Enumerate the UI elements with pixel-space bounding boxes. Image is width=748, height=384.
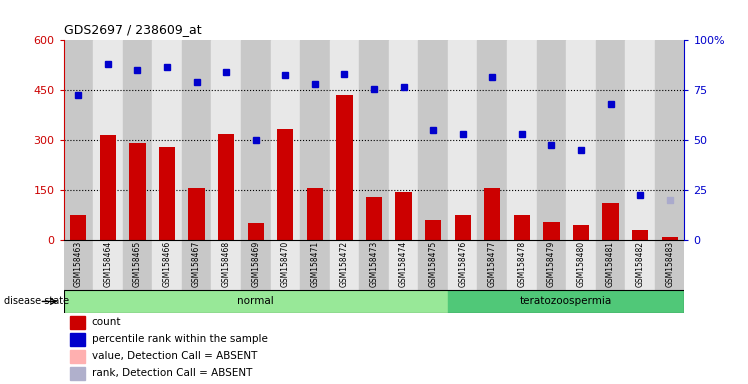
Bar [566,240,595,290]
Bar [64,290,448,313]
Text: normal: normal [237,296,274,306]
Bar [448,240,477,290]
Bar [123,40,153,240]
Bar [507,240,536,290]
Bar [514,215,530,240]
Bar [448,290,684,313]
Bar [159,147,175,240]
Bar [300,240,330,290]
Bar [70,367,85,380]
Bar [425,220,441,240]
Bar [300,40,330,240]
Bar [359,40,389,240]
Bar [595,40,625,240]
Bar [654,40,684,240]
Bar [123,240,153,290]
Bar [536,40,566,240]
Bar [595,240,625,290]
Text: GSM158475: GSM158475 [429,241,438,287]
Bar [625,40,654,240]
Bar [543,222,560,240]
Bar [366,197,382,240]
Bar [70,316,85,329]
Text: GSM158467: GSM158467 [192,241,201,287]
Text: GSM158479: GSM158479 [547,241,556,287]
Bar [188,189,205,240]
Bar [64,40,94,240]
Bar [389,40,418,240]
Bar [153,240,182,290]
Text: GSM158468: GSM158468 [221,241,230,287]
Text: GSM158464: GSM158464 [103,241,112,287]
Bar [418,40,448,240]
Bar [448,40,477,240]
Bar [477,240,507,290]
Text: GSM158465: GSM158465 [133,241,142,287]
Text: GSM158474: GSM158474 [399,241,408,287]
Bar [484,189,500,240]
Bar [307,189,323,240]
Bar [507,40,536,240]
Bar [70,333,85,346]
Bar [455,215,470,240]
Text: GSM158481: GSM158481 [606,241,615,287]
Bar [654,240,684,290]
Bar [212,40,241,240]
Bar [359,240,389,290]
Text: GSM158477: GSM158477 [488,241,497,287]
Text: GSM158478: GSM158478 [518,241,527,287]
Text: GSM158483: GSM158483 [665,241,674,287]
Bar [99,135,116,240]
Text: disease state: disease state [4,296,69,306]
Text: GSM158482: GSM158482 [636,241,645,287]
Bar [566,40,595,240]
Text: GSM158473: GSM158473 [370,241,378,287]
Bar [70,350,85,362]
Text: teratozoospermia: teratozoospermia [520,296,613,306]
Bar [477,40,507,240]
Bar [94,40,123,240]
Bar [212,240,241,290]
Text: GSM158469: GSM158469 [251,241,260,287]
Text: GSM158470: GSM158470 [280,241,289,287]
Text: GDS2697 / 238609_at: GDS2697 / 238609_at [64,23,201,36]
Text: GSM158466: GSM158466 [162,241,171,287]
Text: GSM158480: GSM158480 [577,241,586,287]
Bar [573,225,589,240]
Bar [418,240,448,290]
Bar [271,40,300,240]
Bar [389,240,418,290]
Bar [241,240,271,290]
Bar [153,40,182,240]
Bar [94,240,123,290]
Bar [536,240,566,290]
Text: value, Detection Call = ABSENT: value, Detection Call = ABSENT [91,351,257,361]
Text: GSM158476: GSM158476 [459,241,468,287]
Bar [218,134,234,240]
Text: GSM158463: GSM158463 [74,241,83,287]
Bar [632,230,649,240]
Text: percentile rank within the sample: percentile rank within the sample [91,334,267,344]
Bar [625,240,654,290]
Bar [248,223,264,240]
Bar [241,40,271,240]
Bar [271,240,300,290]
Bar [661,237,678,240]
Text: GSM158471: GSM158471 [310,241,319,287]
Bar [182,40,212,240]
Bar [330,40,359,240]
Bar [278,129,293,240]
Bar [129,144,146,240]
Bar [182,240,212,290]
Bar [602,204,619,240]
Bar [330,240,359,290]
Text: GSM158472: GSM158472 [340,241,349,287]
Bar [396,192,411,240]
Bar [337,95,352,240]
Text: count: count [91,317,121,327]
Text: rank, Detection Call = ABSENT: rank, Detection Call = ABSENT [91,368,252,378]
Bar [64,240,94,290]
Bar [70,215,87,240]
